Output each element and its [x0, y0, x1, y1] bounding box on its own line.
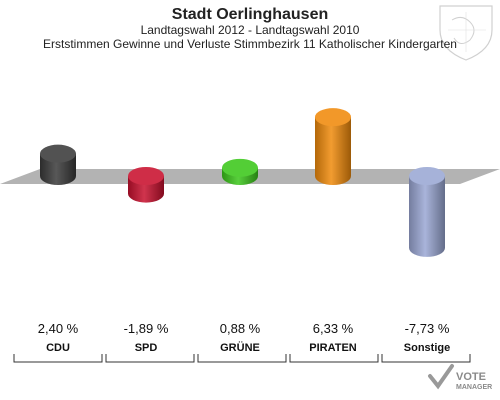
- value-label: 2,40 %: [38, 321, 79, 336]
- bar-spd: [128, 167, 164, 203]
- category-label: Sonstige: [404, 342, 450, 354]
- bar-sonstige: [409, 167, 445, 257]
- bar-cdu: [40, 144, 76, 185]
- bar-top: [315, 108, 351, 127]
- category-label: SPD: [135, 342, 158, 354]
- chart-subtitle: Landtagswahl 2012 - Landtagswahl 2010: [141, 23, 360, 37]
- value-label: -7,73 %: [405, 321, 450, 336]
- category-label: GRÜNE: [220, 341, 260, 354]
- bar-top: [128, 167, 164, 185]
- category-bracket: [197, 354, 287, 363]
- chart-title: Stadt Oerlinghausen: [172, 6, 328, 23]
- value-label: 6,33 %: [313, 321, 354, 336]
- bar-top: [409, 167, 445, 185]
- bar-top: [40, 144, 76, 163]
- bar-body: [40, 153, 76, 185]
- value-label: -1,89 %: [124, 321, 169, 336]
- brand-vote: VOTE: [456, 371, 486, 383]
- axis-brackets: [13, 354, 471, 363]
- bar-top: [222, 158, 258, 177]
- category-bracket: [105, 354, 195, 363]
- category-bracket: [289, 354, 379, 363]
- bar-piraten: [315, 108, 351, 185]
- bar-body: [315, 117, 351, 185]
- coat-of-arms-icon: [439, 5, 493, 61]
- bar-gr-ne: [222, 158, 258, 185]
- vote-manager-logo: VOTE MANAGER: [428, 364, 492, 391]
- bar-body: [409, 176, 445, 257]
- bars-layer: [40, 108, 445, 257]
- category-label: CDU: [46, 342, 70, 354]
- brand-manager: MANAGER: [456, 384, 492, 391]
- labels-layer: 2,40 % CDU -1,89 % SPD 0,88 % GRÜNE 6,33 % PIRA…: [38, 321, 450, 354]
- category-bracket: [13, 354, 103, 363]
- chart-description: Erststimmen Gewinne und Verluste Stimmbe…: [43, 37, 457, 51]
- checkmark-icon: [428, 364, 454, 390]
- value-label: 0,88 %: [220, 321, 261, 336]
- category-bracket: [381, 354, 471, 363]
- category-label: PIRATEN: [309, 342, 357, 354]
